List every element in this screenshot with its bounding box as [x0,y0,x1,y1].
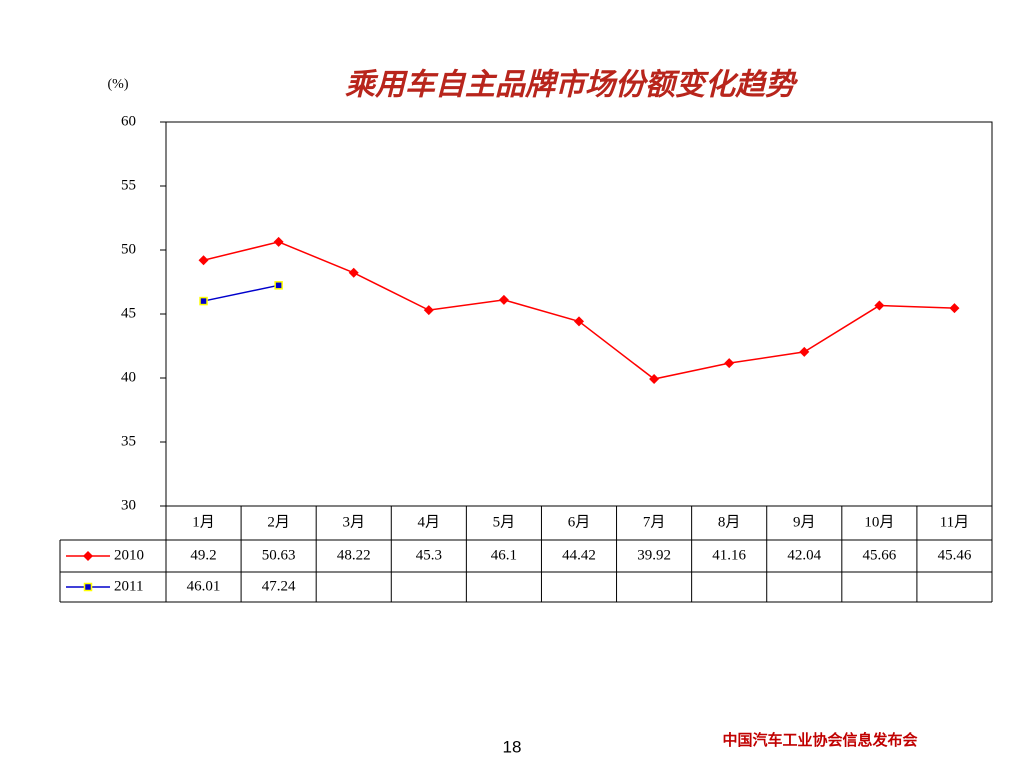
y-tick-label: 35 [121,433,136,449]
x-tick-label: 5月 [493,514,516,530]
table-value: 47.24 [262,578,296,594]
data-point [949,303,960,314]
series-line [203,241,955,380]
data-point [83,582,93,592]
data-point [649,374,660,385]
data-point [199,296,208,306]
y-tick-label: 40 [121,369,136,385]
table-value: 50.63 [262,547,296,563]
table-value: 48.22 [337,547,371,563]
data-point [498,294,509,305]
data-point [273,236,284,247]
x-tick-label: 2月 [267,514,290,530]
x-tick-label: 10月 [864,514,894,530]
table-value: 39.92 [637,547,671,563]
y-tick-label: 60 [121,113,136,129]
x-tick-label: 11月 [940,514,969,530]
x-tick-label: 1月 [192,514,215,530]
x-tick-label: 6月 [568,514,591,530]
data-point [83,551,93,561]
table-value: 41.16 [712,547,746,563]
data-point [198,255,209,266]
x-tick-label: 8月 [718,514,741,530]
y-axis-label: (%) [108,77,129,92]
table-value: 45.66 [862,547,896,563]
table-value: 44.42 [562,547,596,563]
x-tick-label: 9月 [793,514,816,530]
y-tick-label: 30 [121,497,136,513]
legend-label: 2010 [114,547,144,563]
x-tick-label: 3月 [342,514,365,530]
table-value: 46.1 [491,547,517,563]
data-point [348,267,359,278]
table-value: 49.2 [190,547,216,563]
footer-organization: 中国汽车工业协会信息发布会 [722,731,917,749]
y-tick-label: 55 [121,177,136,193]
table-value: 45.3 [416,547,442,563]
data-point [574,316,584,327]
x-tick-label: 4月 [418,514,441,530]
y-tick-label: 45 [121,305,136,321]
table-value: 46.01 [187,578,221,594]
plot-area [165,121,993,507]
x-tick-label: 7月 [643,514,666,530]
page-number: 18 [503,737,522,756]
data-point [724,358,735,369]
data-point [423,305,434,316]
series-line [203,284,279,302]
data-point [274,281,283,290]
data-point [874,300,885,311]
chart-title: 乘用车自主品牌市场份额变化趋势 [345,68,799,103]
data-point [799,346,810,357]
table-value: 45.46 [938,547,972,563]
y-tick-label: 50 [121,241,136,257]
legend-label: 2011 [114,578,143,594]
table-value: 42.04 [787,547,821,563]
